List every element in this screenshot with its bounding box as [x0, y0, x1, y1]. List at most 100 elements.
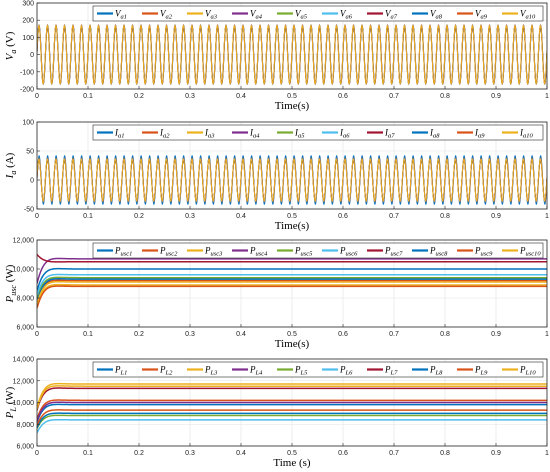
- legend-entry-L7: PL7: [384, 365, 398, 377]
- y-tick-label: 6,000: [16, 444, 34, 451]
- series-line-L2: [37, 399, 547, 420]
- legend-entry-a8: Ia8: [429, 128, 440, 140]
- x-tick-label: 1: [545, 331, 549, 338]
- x-tick-label: 0.5: [287, 93, 297, 100]
- x-tick-label: 0.7: [389, 213, 399, 220]
- x-tick-label: 0.5: [287, 331, 297, 338]
- series-line-a10: [37, 24, 547, 85]
- x-axis-label: Time (s): [273, 457, 311, 469]
- legend-box: [92, 242, 544, 259]
- series-line-usc1: [37, 267, 547, 291]
- y-tick-label: 0: [30, 52, 34, 59]
- x-tick-label: 0.1: [83, 450, 93, 457]
- x-tick-label: 0: [35, 93, 39, 100]
- series-line-L1: [37, 403, 547, 423]
- x-tick-label: 0.8: [440, 450, 450, 457]
- y-tick-label: 200: [22, 18, 34, 25]
- y-axis-label: Pusc (W): [4, 264, 18, 303]
- y-axis-label: Va (V): [4, 31, 18, 60]
- legend-entry-a5: Va5: [295, 9, 308, 21]
- y-tick-label: 8,000: [16, 422, 34, 429]
- x-tick-label: 0.2: [134, 213, 144, 220]
- x-tick-label: 0.9: [491, 331, 501, 338]
- legend: Pusc1 Pusc2 Pusc3 Pusc4 Pusc5 Pusc6 Pusc7 Pusc8…: [92, 242, 544, 259]
- legend-entry-a1: Ia1: [114, 128, 125, 140]
- x-tick-label: 1: [545, 450, 549, 457]
- x-tick-label: 0.9: [491, 213, 501, 220]
- series-line-usc5: [37, 276, 547, 299]
- x-axis-label: Time(s): [275, 100, 310, 112]
- legend-entry-usc4: Pusc4: [249, 246, 268, 258]
- legend-entry-L2: PL2: [159, 365, 173, 377]
- x-tick-label: 0.2: [134, 450, 144, 457]
- legend-entry-a9: Va9: [475, 9, 488, 21]
- y-tick-label: -200: [20, 87, 34, 94]
- x-tick-label: 0.9: [491, 450, 501, 457]
- series-line-L9: [37, 409, 547, 426]
- series-line-usc6: [37, 273, 547, 296]
- series-line-usc4: [37, 257, 547, 284]
- legend-entry-a2: Va2: [160, 9, 173, 21]
- panel-1: 0 0.1 0.2 0.3 0.4 0.5 0.6 0.7 0.8 0.9 1 -200 -100 0 10…: [4, 1, 549, 113]
- y-tick-label: 100: [22, 35, 34, 42]
- legend-entry-L6: PL6: [339, 365, 353, 377]
- panel-4: 0 0.1 0.2 0.3 0.4 0.5 0.6 0.7 0.8 0.9 1 6,000 8,000 1…: [4, 357, 549, 470]
- x-tick-label: 0.3: [185, 93, 195, 100]
- series-line-usc3: [37, 283, 547, 306]
- x-tick-label: 0.6: [338, 450, 348, 457]
- legend-box: [92, 361, 544, 378]
- x-tick-label: 0.1: [83, 93, 93, 100]
- legend-entry-usc9: Pusc9: [474, 246, 493, 258]
- x-tick-label: 0.8: [440, 213, 450, 220]
- legend-box: [92, 124, 544, 141]
- x-tick-label: 0.3: [185, 450, 195, 457]
- legend-entry-L1: PL1: [114, 365, 127, 377]
- legend-entry-L3: PL3: [204, 365, 218, 377]
- legend-entry-a10: Ia10: [519, 128, 534, 140]
- panel-2: 0 0.1 0.2 0.3 0.4 0.5 0.6 0.7 0.8 0.9 1-50050100Ti…: [4, 120, 549, 233]
- legend-entry-L9: PL9: [474, 365, 488, 377]
- series-group: [37, 155, 547, 205]
- series-group: [37, 24, 547, 85]
- x-tick-label: 0: [35, 450, 39, 457]
- legend-entry-L8: PL8: [429, 365, 443, 377]
- x-tick-label: 0.7: [389, 450, 399, 457]
- x-tick-label: 0.4: [236, 213, 246, 220]
- x-tick-label: 1: [545, 213, 549, 220]
- x-axis-label: Time(s): [275, 220, 310, 232]
- y-tick-label: 10,000: [13, 400, 35, 407]
- legend-box: [92, 5, 544, 22]
- legend: Ia1 Ia2 Ia3 Ia4 Ia5 Ia6 Ia7 Ia8 Ia9 Ia10: [92, 124, 544, 141]
- y-tick-label: -50: [24, 207, 34, 214]
- legend-entry-usc2: Pusc2: [159, 246, 178, 258]
- legend-entry-a2: Ia2: [159, 128, 170, 140]
- series-line-usc9: [37, 285, 547, 309]
- panel-3: 0 0.1 0.2 0.3 0.4 0.5 0.6 0.7 0.8 0.9 1 6,000 8,000 1…: [4, 238, 549, 351]
- y-tick-label: 12,000: [13, 238, 35, 245]
- y-axis-label: PL (W): [4, 386, 18, 419]
- legend-entry-L5: PL5: [294, 365, 308, 377]
- y-tick-label: 12,000: [13, 378, 35, 385]
- x-tick-label: 0.4: [236, 450, 246, 457]
- x-tick-label: 0.3: [185, 213, 195, 220]
- series-line-usc10: [37, 280, 547, 305]
- legend-entry-a7: Ia7: [384, 128, 395, 140]
- series-line-a10: [37, 158, 547, 202]
- legend-entry-a4: Ia4: [249, 128, 260, 140]
- legend-entry-L10: PL10: [519, 365, 536, 377]
- x-tick-label: 0.1: [83, 213, 93, 220]
- x-tick-label: 0.6: [338, 93, 348, 100]
- legend-entry-a6: Va6: [340, 9, 353, 21]
- series-line-L5: [37, 414, 547, 429]
- x-tick-label: 0: [35, 331, 39, 338]
- y-tick-label: 14,000: [13, 357, 35, 364]
- x-tick-label: 0.8: [440, 93, 450, 100]
- series-line-L6: [37, 418, 547, 434]
- x-tick-label: 0.1: [83, 331, 93, 338]
- series-line-L3: [37, 382, 547, 409]
- x-tick-label: 0.5: [287, 450, 297, 457]
- x-tick-label: 0.7: [389, 93, 399, 100]
- series-line-L7: [37, 387, 547, 411]
- x-tick-label: 0.2: [134, 93, 144, 100]
